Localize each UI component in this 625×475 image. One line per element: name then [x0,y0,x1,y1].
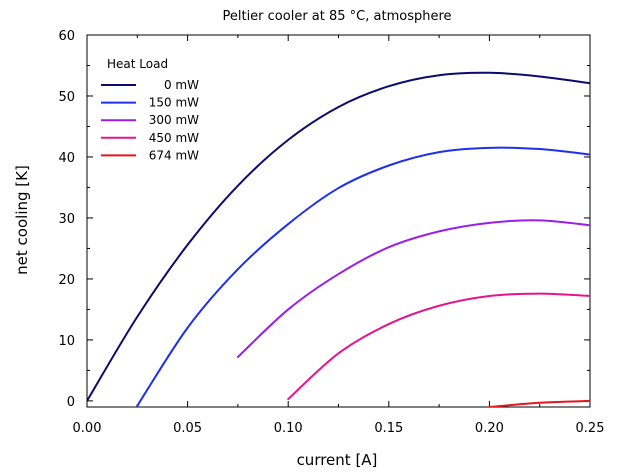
y-tick-label-4: 40 [58,151,75,166]
y-axis-title: net cooling [K] [13,165,31,275]
legend-title: Heat Load [107,57,168,71]
x-tick-label-0: 0.00 [73,421,102,436]
y-tick-label-3: 30 [58,212,75,227]
y-tick-label-0: 0 [67,395,75,410]
series-line-3 [287,292,590,401]
chart-title: Peltier cooler at 85 °C, atmosphere [222,9,451,24]
series-line-4 [488,399,590,407]
y-tick-label-5: 50 [58,90,75,105]
y-tick-label-2: 20 [58,273,75,288]
x-tick-label-4: 0.20 [475,421,504,436]
x-axis-title: current [A] [297,451,378,469]
legend-label-1: 150 mW [149,96,199,110]
series-line-2 [236,219,590,358]
legend-label-2: 300 mW [149,113,199,127]
legend-label-0: 0 mW [164,78,199,92]
x-tick-label-5: 0.25 [576,421,605,436]
series-layer [87,71,590,407]
series-line-1 [136,146,590,407]
series-line-0 [87,71,590,402]
x-tick-label-2: 0.10 [274,421,303,436]
legend: Heat Load 0 mW 150 mW 300 mW 450 mW 674 mW [101,57,199,162]
axes: 0.00 0.05 0.10 0.15 0.20 0.25 0 10 20 30 40 50 60 [58,29,604,436]
x-tick-label-1: 0.05 [173,421,202,436]
legend-label-3: 450 mW [149,131,199,145]
y-tick-label-1: 10 [58,334,75,349]
y-tick-label-6: 60 [58,29,75,44]
x-tick-label-3: 0.15 [374,421,403,436]
legend-label-4: 674 mW [149,148,199,162]
